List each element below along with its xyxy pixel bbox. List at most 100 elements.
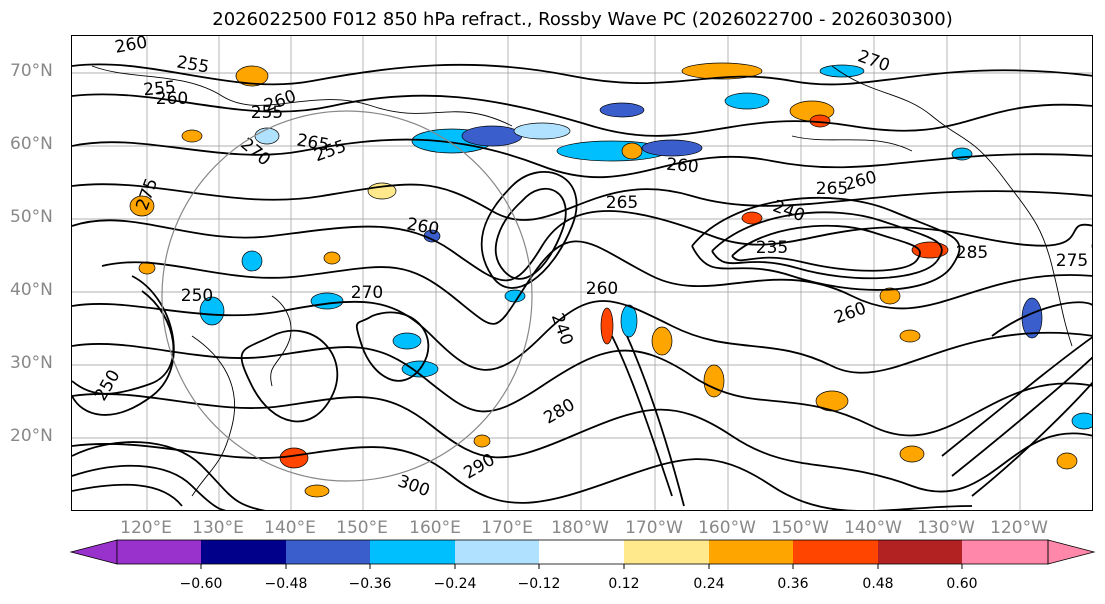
lat-label: 60°N bbox=[10, 134, 53, 154]
contour-label: 235 bbox=[756, 238, 788, 258]
positive-anomaly-patch bbox=[681, 62, 763, 80]
negative-anomaly-patch bbox=[1071, 412, 1092, 430]
colorbar-tick-label: −0.48 bbox=[264, 576, 308, 592]
lon-label: 170°W bbox=[625, 518, 683, 538]
positive-anomaly-patch bbox=[899, 329, 921, 343]
negative-anomaly-patch bbox=[819, 64, 865, 78]
contour-label: 270 bbox=[351, 283, 383, 303]
colorbar-segment bbox=[624, 540, 709, 564]
negative-anomaly-patch bbox=[241, 250, 263, 272]
positive-anomaly-patch bbox=[741, 211, 763, 225]
positive-anomaly-patch bbox=[473, 434, 491, 448]
contour-line bbox=[711, 211, 943, 280]
contour-line bbox=[72, 464, 227, 510]
negative-anomaly-patch bbox=[620, 304, 638, 338]
contour-line bbox=[72, 290, 175, 395]
positive-anomaly-patch bbox=[899, 445, 925, 463]
positive-anomaly-patch bbox=[651, 326, 673, 356]
contour-line bbox=[72, 343, 1092, 437]
colorbar-tick-label: 0.36 bbox=[777, 576, 809, 592]
positive-anomaly-patch bbox=[911, 241, 949, 259]
colorbar-tick-label: −0.60 bbox=[179, 576, 223, 592]
contour-line bbox=[480, 171, 578, 289]
colorbar-outline bbox=[116, 539, 1049, 565]
lon-label: 170°E bbox=[481, 518, 533, 538]
lat-label: 30°N bbox=[10, 353, 53, 373]
coastlines bbox=[91, 65, 1073, 497]
contour-line bbox=[72, 275, 175, 416]
positive-anomaly-patch bbox=[304, 484, 330, 498]
positive-anomaly-patch bbox=[703, 364, 725, 398]
positive-anomaly-patch bbox=[323, 251, 341, 265]
contour-line bbox=[626, 335, 685, 507]
colorbar-segment bbox=[370, 540, 455, 564]
colorbar-segment bbox=[201, 540, 286, 564]
colorbar-segment bbox=[878, 540, 962, 564]
colorbar-tick-label: −0.24 bbox=[433, 576, 477, 592]
positive-anomaly-patch bbox=[600, 307, 614, 345]
contour-label: 255 bbox=[143, 78, 177, 101]
lat-label: 20°N bbox=[10, 426, 53, 446]
colorbar-segment bbox=[286, 540, 370, 564]
contour-label: 260 bbox=[156, 89, 188, 109]
lon-label: 140°E bbox=[264, 518, 316, 538]
lon-label: 130°W bbox=[917, 518, 975, 538]
colorbar-tick-label: −0.36 bbox=[348, 576, 392, 592]
lon-label: 120°W bbox=[990, 518, 1048, 538]
colorbar-extend-high bbox=[1047, 539, 1096, 565]
coastline bbox=[191, 335, 236, 497]
positive-anomaly-patch bbox=[621, 142, 643, 160]
positive-anomaly-patch bbox=[129, 195, 155, 217]
contour-label: 260 bbox=[113, 36, 148, 58]
contour-line bbox=[355, 311, 430, 382]
contour-line bbox=[72, 210, 1092, 282]
rossby-wave-shading bbox=[129, 62, 1092, 498]
contour-label: 265 bbox=[606, 193, 638, 213]
contour-line bbox=[691, 197, 961, 291]
contour-line bbox=[72, 93, 1092, 137]
contour-line bbox=[72, 393, 1092, 493]
lon-label: 160°W bbox=[698, 518, 756, 538]
refractivity-contours bbox=[72, 63, 1092, 510]
negative-anomaly-patch bbox=[392, 332, 422, 350]
contour-line bbox=[72, 483, 183, 507]
contour-line bbox=[72, 441, 266, 510]
lon-label: 150°W bbox=[771, 518, 829, 538]
colorbar-segment bbox=[709, 540, 793, 564]
contour-line bbox=[240, 329, 339, 423]
colorbar-segment bbox=[117, 540, 201, 564]
contour-line bbox=[971, 381, 1092, 497]
lon-label: 120°E bbox=[120, 518, 172, 538]
contour-line bbox=[72, 300, 1092, 374]
coastline bbox=[791, 135, 913, 152]
negative-anomaly-patch bbox=[641, 139, 703, 157]
lat-label: 40°N bbox=[10, 280, 53, 300]
contour-label: 275 bbox=[1056, 251, 1088, 271]
lat-label: 70°N bbox=[10, 61, 53, 81]
contour-line bbox=[951, 356, 1092, 477]
colorbar-segment bbox=[962, 540, 1048, 564]
coastline bbox=[91, 65, 513, 127]
lat-label: 50°N bbox=[10, 207, 53, 227]
positive-anomaly-patch bbox=[1056, 452, 1078, 470]
lon-label: 150°E bbox=[336, 518, 388, 538]
coastline bbox=[831, 65, 1073, 347]
lon-label: 160°E bbox=[409, 518, 461, 538]
colorbar-segment bbox=[793, 540, 878, 564]
contour-line bbox=[991, 301, 1092, 337]
map-title: 2026022500 F012 850 hPa refract., Rossby… bbox=[212, 9, 953, 30]
projection-circle bbox=[161, 110, 533, 482]
coastline bbox=[270, 295, 292, 387]
positive-anomaly-patch bbox=[879, 287, 901, 305]
negative-anomaly-patch bbox=[199, 296, 225, 326]
contour-line bbox=[611, 335, 673, 497]
contour-line bbox=[941, 336, 1092, 457]
contour-line bbox=[72, 443, 973, 510]
contour-label: 285 bbox=[956, 243, 988, 263]
map-panel[interactable]: 260 255 255 260 255 260 270 265 275 260 265 260 240 2… bbox=[71, 35, 1093, 511]
contour-label: 255 bbox=[251, 103, 283, 123]
contour-line bbox=[72, 183, 1092, 221]
colorbar-tick-label: 0.48 bbox=[862, 576, 894, 592]
